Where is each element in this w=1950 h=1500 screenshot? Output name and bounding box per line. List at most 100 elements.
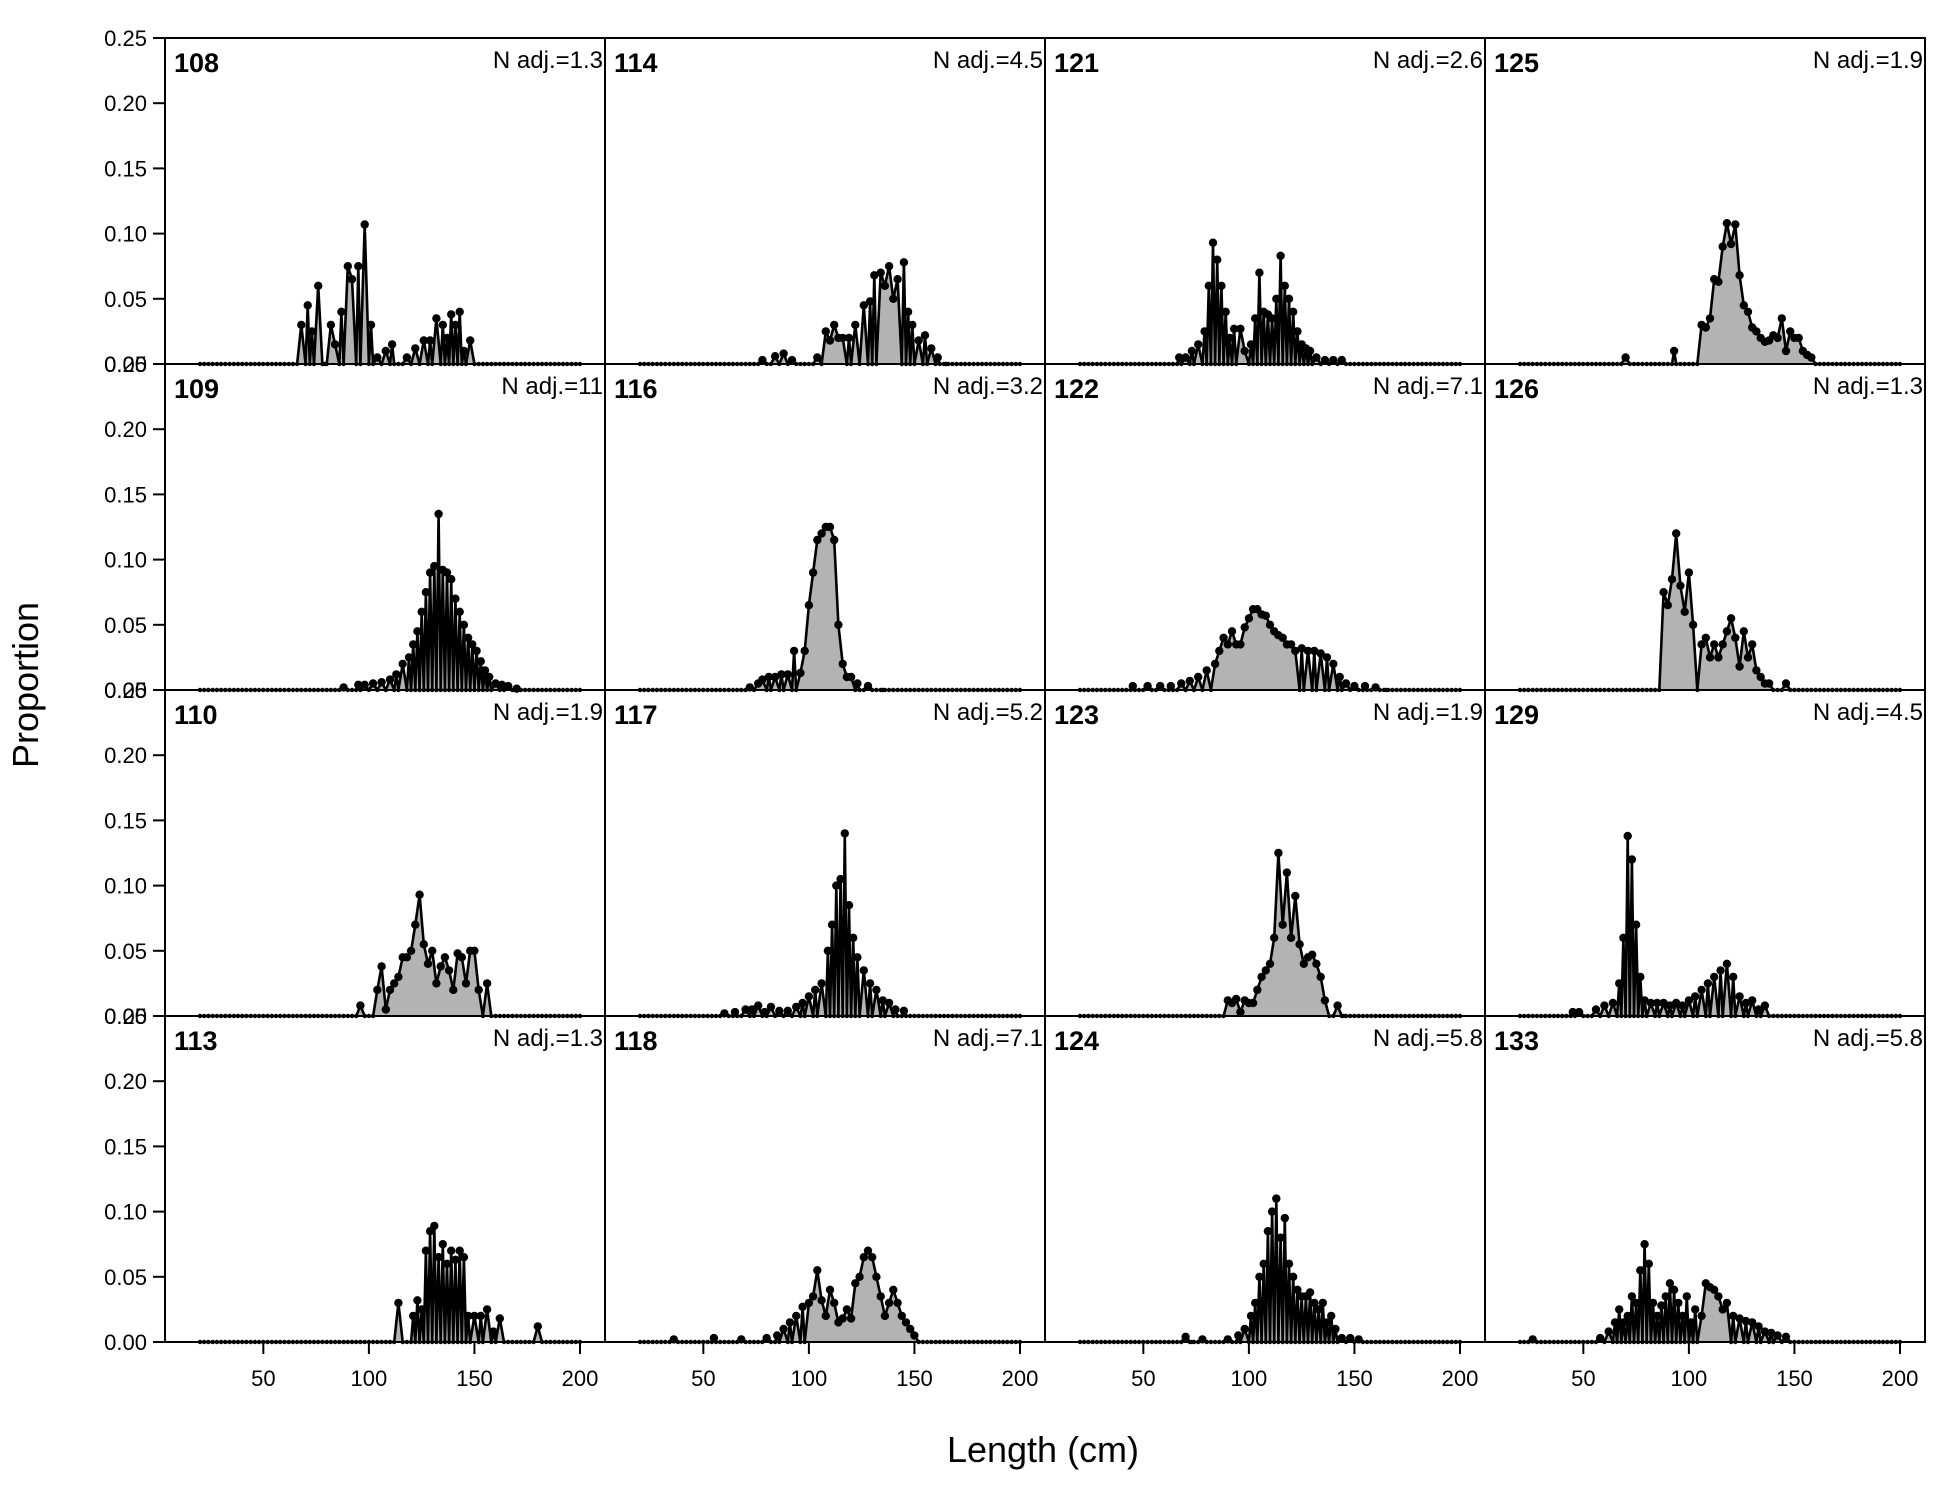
data-point bbox=[844, 333, 854, 343]
data-point bbox=[1240, 623, 1249, 632]
data-point bbox=[1657, 1301, 1666, 1310]
panel-label: 126 bbox=[1494, 374, 1539, 404]
data-point bbox=[1735, 1314, 1744, 1323]
panel-123: 123 N adj.=1.9 bbox=[1044, 689, 1486, 1019]
data-point bbox=[1156, 681, 1165, 691]
data-point bbox=[908, 320, 917, 330]
data-point bbox=[1329, 355, 1338, 365]
data-point bbox=[840, 829, 849, 838]
data-point bbox=[834, 620, 843, 629]
data-point bbox=[1739, 627, 1749, 636]
data-point bbox=[442, 333, 452, 343]
data-point bbox=[1710, 1285, 1719, 1295]
data-point bbox=[830, 320, 839, 330]
data-point bbox=[1754, 1005, 1763, 1014]
data-point bbox=[1320, 996, 1330, 1005]
data-point bbox=[1337, 1333, 1347, 1343]
data-point bbox=[1574, 1007, 1584, 1017]
panel-frame bbox=[604, 1015, 1046, 1343]
data-point bbox=[836, 874, 845, 884]
data-point bbox=[402, 953, 412, 962]
data-point bbox=[1731, 633, 1740, 642]
y-tick-label: 0.00 bbox=[104, 1330, 147, 1355]
data-point bbox=[777, 670, 786, 679]
panel-label: 110 bbox=[174, 700, 218, 730]
data-point bbox=[1754, 1322, 1763, 1331]
data-point bbox=[1739, 301, 1749, 310]
data-point bbox=[1608, 998, 1618, 1008]
data-point bbox=[770, 352, 780, 361]
data-point bbox=[1276, 1233, 1285, 1242]
x-axis-group: 50 100 150 200 50 100 150 200 50 100 150 200 50 100 15… bbox=[251, 1342, 1918, 1391]
data-point bbox=[1185, 676, 1195, 686]
panel-n-adj: N adj.=7.1 bbox=[933, 1025, 1043, 1052]
y-tick-label: 0.25 bbox=[104, 678, 147, 703]
panel-frame bbox=[1484, 1015, 1926, 1343]
data-point bbox=[927, 344, 936, 353]
y-tick-label: 0.15 bbox=[104, 156, 147, 181]
data-point bbox=[1705, 653, 1715, 662]
data-point bbox=[436, 962, 445, 971]
data-point bbox=[838, 333, 847, 343]
data-point bbox=[368, 679, 378, 688]
data-point bbox=[1735, 271, 1744, 280]
data-point bbox=[314, 281, 323, 290]
data-point bbox=[1253, 985, 1262, 995]
data-point bbox=[808, 568, 818, 577]
data-point bbox=[884, 262, 894, 271]
data-point bbox=[1777, 314, 1787, 323]
data-point bbox=[1236, 324, 1245, 333]
data-point bbox=[865, 979, 875, 988]
data-point bbox=[1669, 1285, 1679, 1295]
data-point bbox=[1246, 340, 1256, 349]
y-tick-label: 0.10 bbox=[104, 222, 147, 247]
data-point bbox=[1213, 255, 1222, 264]
data-point bbox=[1781, 346, 1791, 356]
data-point bbox=[825, 522, 835, 532]
data-point bbox=[1261, 611, 1271, 620]
data-point bbox=[1177, 679, 1186, 688]
data-point bbox=[804, 1298, 814, 1308]
data-point bbox=[1648, 1298, 1658, 1308]
data-point bbox=[817, 529, 826, 538]
data-point bbox=[813, 535, 822, 545]
data-point bbox=[870, 271, 879, 280]
data-point bbox=[1297, 644, 1306, 653]
x-tick-label: 150 bbox=[1776, 1366, 1813, 1391]
data-point bbox=[1674, 1298, 1683, 1308]
data-point bbox=[455, 307, 464, 316]
data-point bbox=[504, 681, 513, 691]
panel-frame bbox=[1484, 689, 1926, 1017]
data-point bbox=[865, 297, 875, 306]
data-point bbox=[1276, 251, 1285, 260]
data-point bbox=[1284, 1259, 1294, 1269]
data-point bbox=[1282, 868, 1292, 877]
data-point bbox=[1299, 959, 1309, 968]
data-point bbox=[495, 1314, 504, 1323]
data-point bbox=[804, 601, 814, 610]
y-axis-group: 0.000.050.100.150.200.250.000.050.100.15… bbox=[104, 26, 165, 1355]
y-tick-label: 0.20 bbox=[104, 743, 147, 768]
data-point bbox=[1684, 996, 1694, 1005]
data-point bbox=[1295, 940, 1304, 949]
data-point bbox=[387, 340, 397, 349]
data-point bbox=[1640, 996, 1649, 1005]
panel-frame bbox=[604, 37, 1046, 365]
data-point bbox=[872, 985, 881, 995]
data-point bbox=[785, 1318, 795, 1327]
data-point bbox=[764, 672, 773, 682]
data-point bbox=[1255, 268, 1264, 277]
y-tick-label: 0.15 bbox=[104, 1134, 147, 1159]
data-point bbox=[392, 670, 401, 679]
data-point bbox=[470, 946, 479, 955]
data-point bbox=[1767, 1328, 1776, 1338]
area-fill bbox=[1520, 836, 1900, 1016]
panel-121: 121 N adj.=2.6 bbox=[1044, 37, 1486, 367]
panel-n-adj: N adj.=1.9 bbox=[1373, 699, 1483, 726]
area-fill bbox=[200, 894, 580, 1016]
data-point bbox=[1661, 1292, 1670, 1301]
data-point bbox=[899, 1006, 909, 1015]
data-point bbox=[872, 1272, 881, 1282]
data-point bbox=[423, 959, 433, 968]
